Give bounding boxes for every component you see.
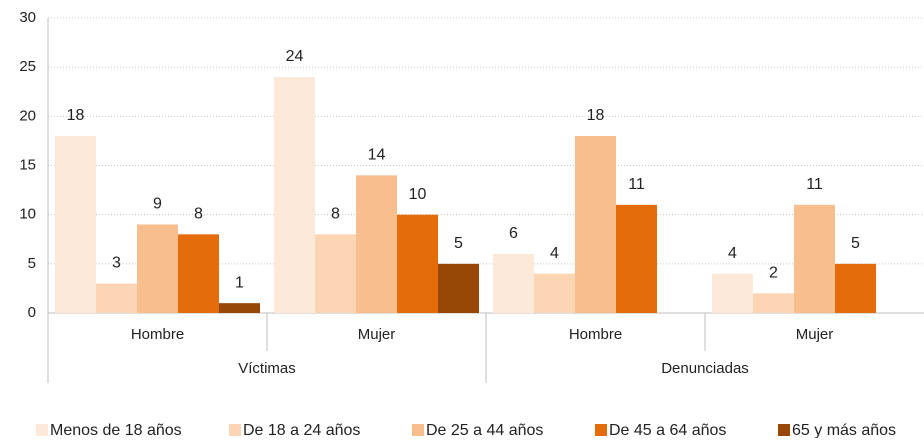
bar: [178, 234, 219, 313]
data-label: 11: [628, 176, 645, 193]
y-tick-label: 5: [28, 255, 36, 272]
bar: [219, 303, 260, 313]
x-tick-label: Mujer: [796, 326, 834, 343]
y-tick-label: 15: [19, 156, 36, 173]
bar: [274, 77, 315, 313]
bar: [753, 293, 794, 313]
data-label: 3: [112, 255, 121, 272]
bar: [96, 283, 137, 313]
legend-swatch: [778, 424, 790, 436]
group-label: Denunciadas: [661, 360, 749, 377]
legend-label: 65 y más años: [792, 422, 896, 438]
bar: [616, 204, 657, 313]
data-label: 6: [509, 225, 518, 242]
bar: [315, 234, 356, 313]
data-label: 10: [409, 186, 427, 203]
bar: [493, 254, 534, 313]
data-label: 5: [454, 235, 463, 252]
bar: [137, 224, 178, 313]
data-label: 18: [587, 107, 605, 124]
bar: [712, 273, 753, 313]
bar: [794, 204, 835, 313]
bar: [835, 263, 876, 313]
x-tick-label: Hombre: [131, 326, 184, 343]
x-tick-label: Mujer: [358, 326, 396, 343]
bar: [575, 136, 616, 313]
data-label: 4: [550, 245, 559, 262]
data-label: 2: [769, 265, 778, 282]
legend-swatch: [36, 424, 48, 436]
data-label: 8: [331, 206, 340, 223]
y-tick-label: 0: [28, 304, 36, 321]
y-tick-label: 25: [19, 58, 36, 75]
data-label: 24: [286, 48, 304, 65]
data-label: 8: [194, 206, 203, 223]
data-label: 4: [728, 245, 737, 262]
data-label: 14: [368, 147, 386, 164]
legend-label: De 18 a 24 años: [243, 422, 360, 438]
x-tick-label: Hombre: [569, 326, 622, 343]
legend-label: Menos de 18 años: [50, 422, 182, 438]
y-tick-label: 30: [19, 9, 36, 26]
legend-label: De 45 a 64 años: [609, 422, 726, 438]
y-tick-label: 20: [19, 107, 36, 124]
bar: [397, 214, 438, 313]
legend-label: De 25 a 44 años: [426, 422, 543, 438]
legend-swatch: [229, 424, 241, 436]
bar: [438, 263, 479, 313]
data-label: 9: [153, 196, 162, 213]
bar: [356, 175, 397, 313]
y-tick-label: 10: [19, 206, 36, 223]
data-label: 1: [235, 274, 244, 291]
legend-swatch: [412, 424, 424, 436]
bar: [55, 136, 96, 313]
group-label: Víctimas: [238, 360, 296, 377]
bar: [534, 273, 575, 313]
data-label: 18: [67, 107, 85, 124]
legend-swatch: [595, 424, 607, 436]
data-label: 11: [806, 176, 823, 193]
data-label: 5: [851, 235, 860, 252]
